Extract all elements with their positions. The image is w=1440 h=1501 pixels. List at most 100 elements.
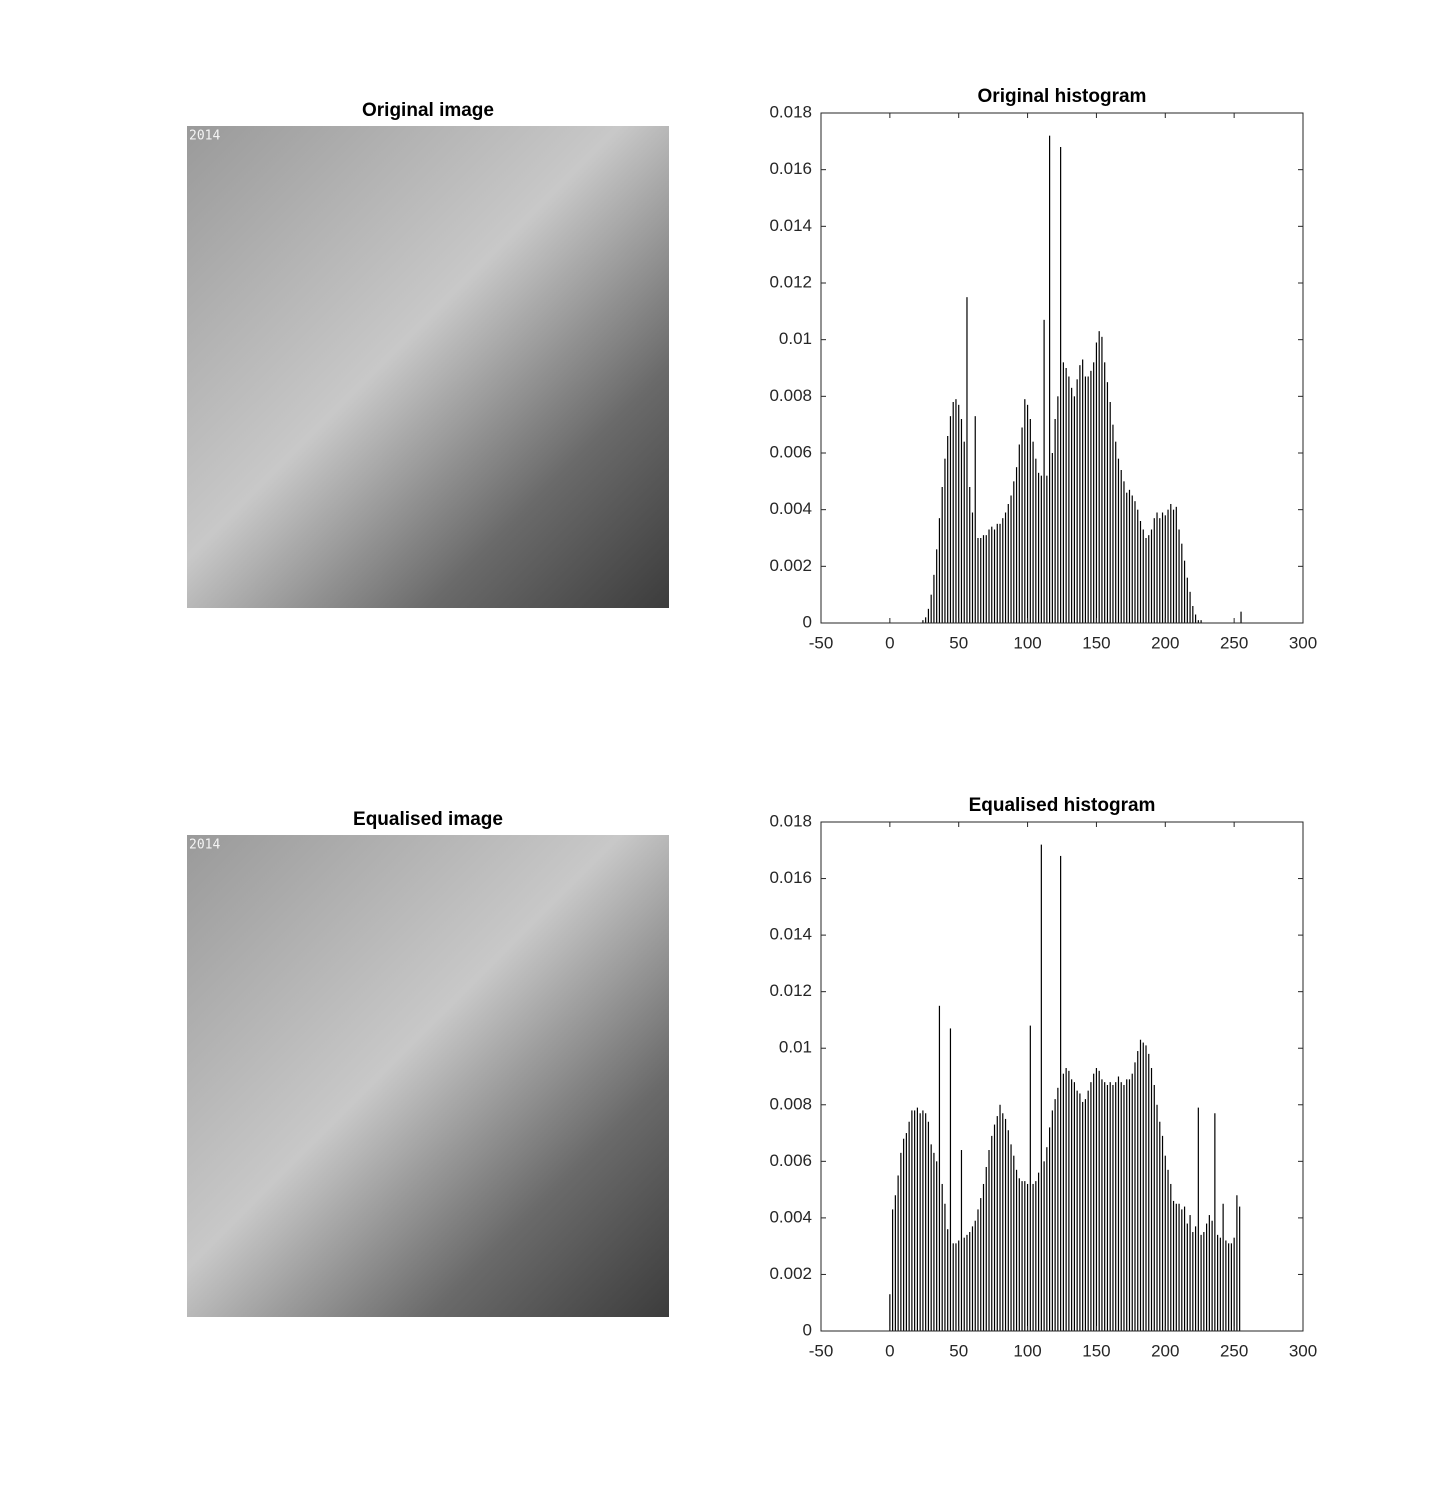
bar: [927, 1121, 930, 1331]
bar: [1084, 376, 1087, 623]
bar: [1139, 521, 1142, 623]
bar: [1236, 1195, 1238, 1331]
bar: [969, 487, 971, 623]
bar: [1211, 1220, 1213, 1331]
bar: [1087, 376, 1089, 623]
bar: [1175, 506, 1177, 623]
bar: [1203, 1232, 1205, 1331]
bar: [1109, 1082, 1111, 1331]
bar: [1131, 1073, 1133, 1331]
x-tick-label: 300: [1289, 1341, 1317, 1360]
bar: [1139, 1039, 1142, 1331]
bar: [1015, 467, 1018, 623]
x-tick-label: 0: [885, 1341, 894, 1360]
bar: [1126, 1079, 1128, 1331]
bar: [894, 1195, 896, 1331]
bar: [1013, 1155, 1015, 1331]
bar: [933, 1152, 935, 1331]
bar: [1172, 509, 1175, 623]
bar: [1153, 1084, 1155, 1331]
bar: [1065, 1068, 1067, 1331]
bar: [1186, 1223, 1188, 1331]
bar: [1057, 396, 1059, 623]
bar: [1054, 1099, 1056, 1331]
bar: [991, 1135, 993, 1331]
bar: [1197, 620, 1199, 623]
bar: [985, 1166, 987, 1331]
bar: [1150, 1068, 1153, 1331]
bar: [952, 402, 954, 623]
bar: [1142, 529, 1144, 623]
bar: [1164, 515, 1166, 623]
bar: [1172, 1200, 1175, 1331]
bar: [974, 416, 976, 623]
bar: [1239, 1206, 1241, 1331]
y-tick-label: 0.018: [769, 811, 812, 830]
bar: [1178, 1203, 1180, 1331]
bar: [1109, 402, 1111, 623]
bar: [1145, 538, 1147, 623]
bar: [1170, 1183, 1172, 1331]
bar: [1010, 495, 1012, 623]
bar: [933, 574, 935, 623]
bar: [1222, 1203, 1224, 1331]
bar: [993, 529, 996, 623]
bar: [892, 1209, 894, 1331]
bar: [971, 1226, 974, 1331]
y-tick-label: 0.004: [769, 499, 812, 518]
y-tick-label: 0.016: [769, 868, 812, 887]
bar: [1084, 1099, 1087, 1331]
bar: [1115, 1082, 1117, 1331]
bar: [1004, 512, 1007, 623]
bar: [1035, 458, 1037, 623]
bar: [1090, 1082, 1092, 1331]
bar: [1076, 1090, 1078, 1331]
y-tick-label: 0.012: [769, 272, 812, 291]
y-tick-label: 0.008: [769, 1094, 812, 1113]
bar: [1123, 1084, 1125, 1331]
bar: [1093, 362, 1095, 623]
bar: [1095, 1068, 1098, 1331]
bar: [1002, 518, 1004, 623]
bar: [1026, 404, 1029, 623]
bar: [985, 535, 987, 623]
bar: [955, 1243, 957, 1331]
photo: [187, 126, 669, 608]
bar: [930, 594, 932, 623]
bar: [977, 538, 979, 623]
bar: [1189, 1215, 1191, 1331]
bar: [1153, 518, 1155, 623]
x-tick-label: 0: [885, 633, 894, 652]
bar: [936, 1161, 938, 1331]
bar: [1007, 1130, 1009, 1331]
bar: [1120, 470, 1122, 623]
image-stamp: 2014: [189, 838, 220, 853]
x-tick-label: 100: [1013, 1341, 1041, 1360]
bar: [980, 538, 982, 623]
image-title: Equalised image: [353, 809, 503, 830]
image-stamp: 2014: [189, 129, 220, 144]
bar: [988, 1150, 990, 1331]
bar: [930, 1144, 932, 1331]
bar: [1076, 379, 1078, 623]
bar: [1106, 382, 1109, 623]
bar: [1240, 611, 1242, 623]
bar: [1049, 1127, 1051, 1331]
bar: [1051, 1110, 1053, 1331]
chart-title: Original histogram: [978, 86, 1147, 107]
x-tick-label: -50: [809, 1341, 834, 1360]
bar: [1079, 365, 1081, 623]
chart-title: Equalised histogram: [969, 795, 1156, 816]
bar: [1032, 441, 1034, 623]
x-tick-label: 150: [1082, 1341, 1110, 1360]
bar: [1219, 1237, 1221, 1331]
bar: [969, 1232, 971, 1331]
bar: [1079, 1093, 1081, 1331]
bar: [1134, 1062, 1136, 1331]
bar: [1018, 1178, 1020, 1331]
bar: [1013, 481, 1015, 623]
bar: [1117, 458, 1120, 623]
bar: [1175, 1203, 1177, 1331]
bar: [1181, 1209, 1183, 1331]
